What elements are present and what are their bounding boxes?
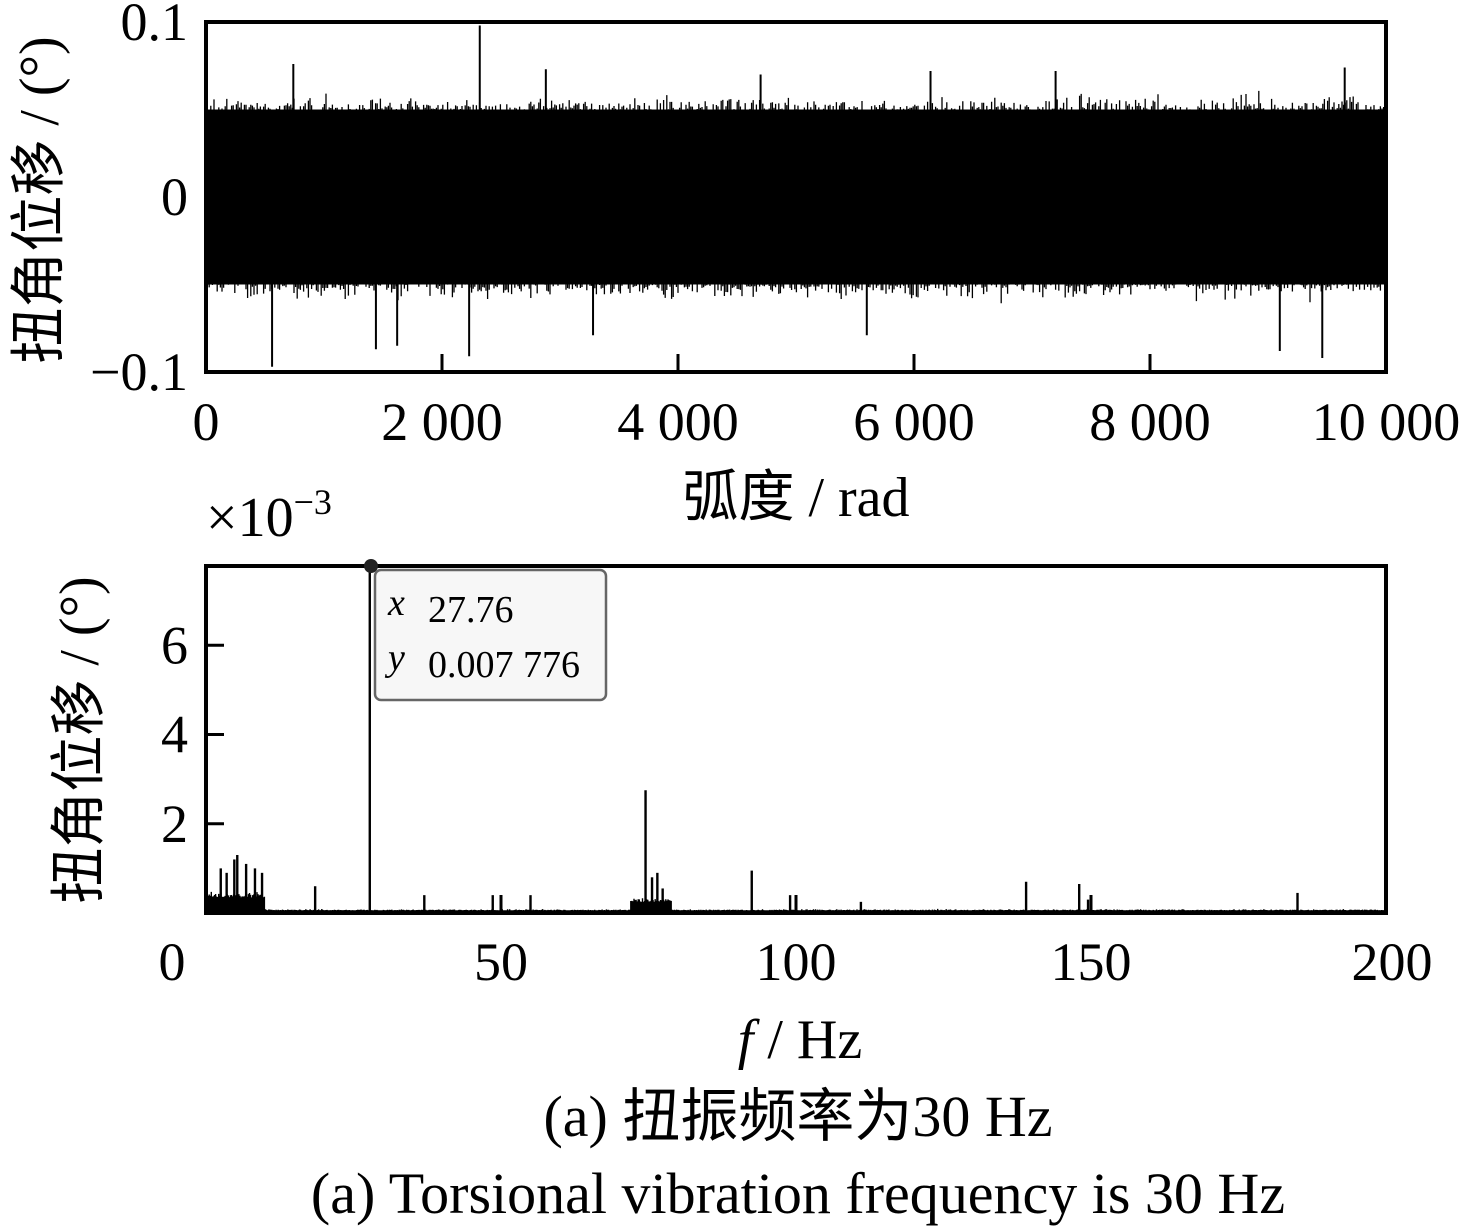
- bottom-y-axis-label: 扭角位移 / (°): [49, 576, 111, 903]
- top-x-ticks: 0 2 000 4 000 6 000 8 000 10 000: [193, 354, 1461, 452]
- top-x-tick-label: 4 000: [617, 392, 739, 452]
- top-y-tick-label: 0.1: [121, 0, 189, 52]
- caption-chinese: (a) 扭振频率为30 Hz: [543, 1084, 1052, 1149]
- bottom-y-tick-label: 6: [161, 615, 188, 675]
- bottom-x-ticks: 0 50 100 150 200: [159, 895, 1433, 992]
- caption-english: (a) Torsional vibration frequency is 30 …: [311, 1161, 1285, 1226]
- datatip-background: [373, 568, 608, 702]
- bottom-y-tick-label: 2: [161, 794, 188, 854]
- bottom-y-tick-label: 4: [161, 705, 188, 765]
- time-signal-trace: [205, 25, 1386, 367]
- top-y-tick-label: −0.1: [90, 342, 188, 402]
- datatip-y-value: 0.007 776: [428, 644, 580, 686]
- bottom-multiplier: ×10−3: [206, 482, 332, 549]
- top-x-axis-label: 弧度 / rad: [682, 467, 909, 529]
- top-x-tick-label: 10 000: [1312, 392, 1461, 452]
- spectrum-peaks: [219, 566, 1299, 913]
- top-x-tick-label: 8 000: [1089, 392, 1211, 452]
- bottom-x-axis-label: f / Hz: [738, 1009, 862, 1071]
- top-x-tick-label: 6 000: [853, 392, 975, 452]
- bottom-y-ticks: 2 4 6: [161, 615, 224, 854]
- top-y-axis-label: 扭角位移 / (°): [9, 36, 71, 363]
- datatip-box[interactable]: x 27.76 y 0.007 776: [373, 568, 608, 702]
- top-x-tick-label: 2 000: [381, 392, 503, 452]
- datatip-marker[interactable]: [364, 559, 378, 573]
- bottom-x-tick-label: 200: [1352, 932, 1433, 992]
- bottom-x-tick-label: 100: [756, 932, 837, 992]
- datatip-y-key: y: [384, 637, 405, 679]
- bottom-chart-panel: 0 50 100 150 200 2 4 6 ×10−3 f / Hz 扭角位移 / (°)…: [49, 482, 1433, 1071]
- top-y-ticks: −0.1 0 0.1: [90, 0, 224, 402]
- datatip-x-key: x: [387, 582, 405, 624]
- top-x-tick-label: 0: [193, 392, 220, 452]
- bottom-x-tick-label: 50: [474, 932, 528, 992]
- top-y-tick-label: 0: [161, 167, 188, 227]
- datatip-x-value: 27.76: [428, 589, 514, 631]
- bottom-x-tick-label: 150: [1051, 932, 1132, 992]
- bottom-x-tick-label: 0: [159, 932, 186, 992]
